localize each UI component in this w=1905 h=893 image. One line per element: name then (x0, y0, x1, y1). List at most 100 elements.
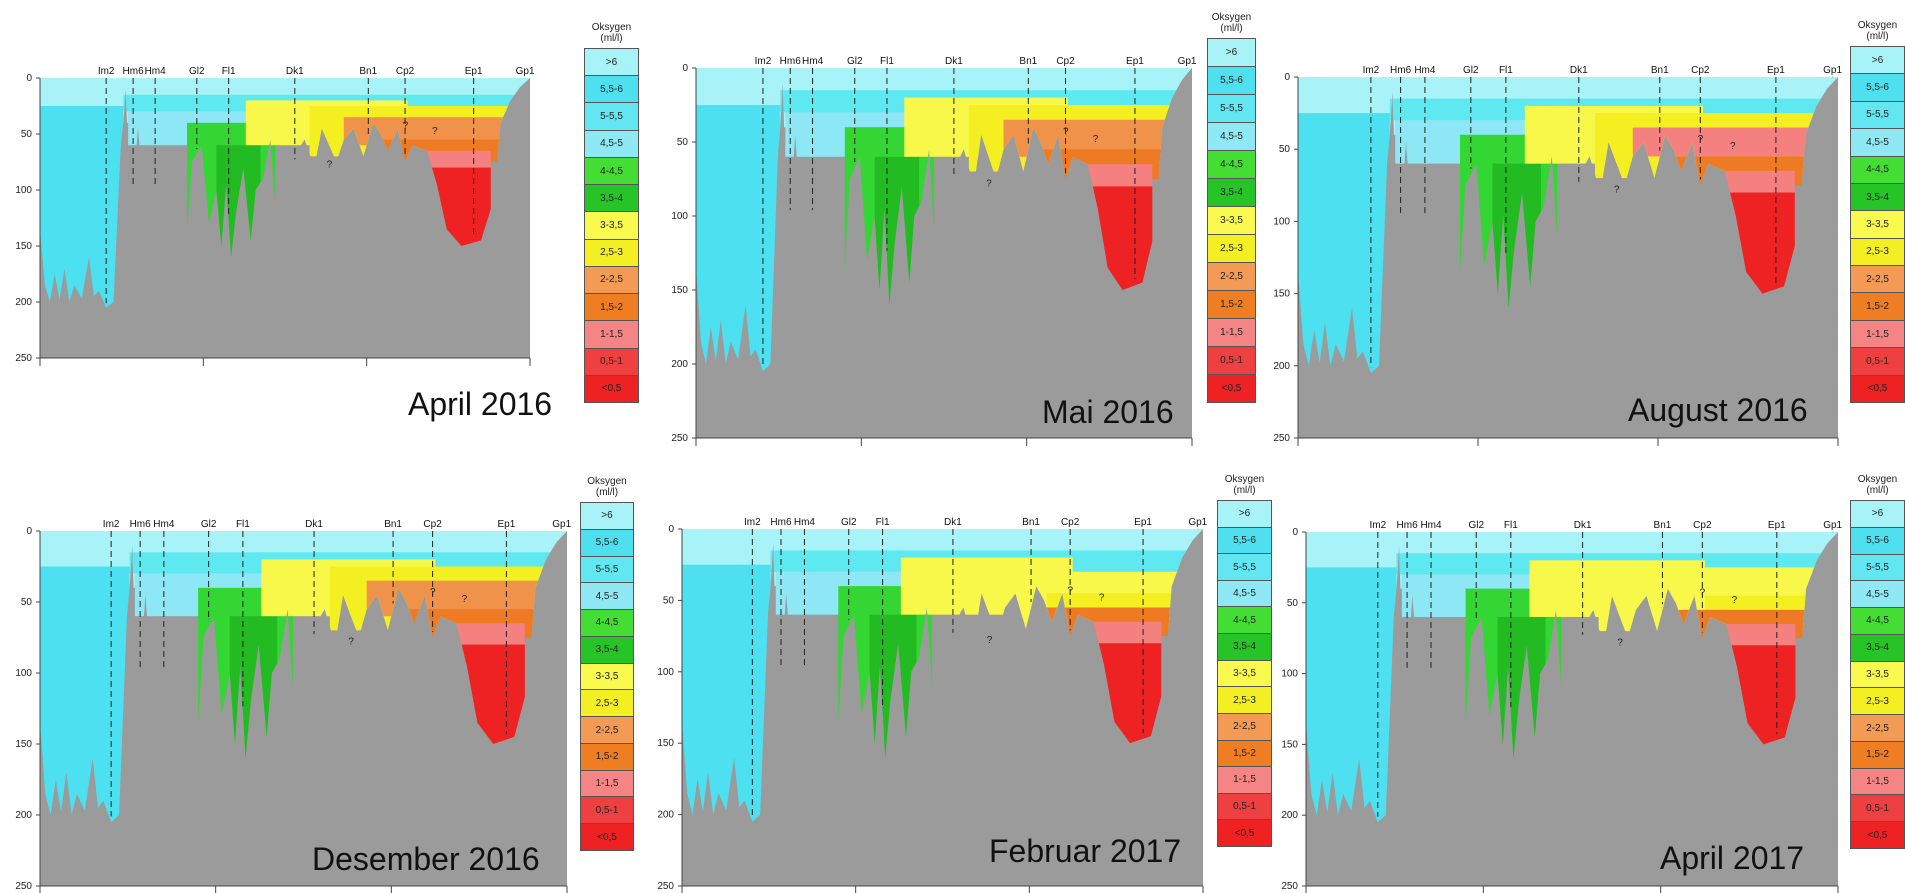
legend-item: 0,5-1 (584, 347, 639, 376)
station-label: Gl2 (847, 56, 863, 67)
legend-item: 1,5-2 (584, 293, 639, 322)
legend-title: Oksygen (591, 22, 632, 33)
legend-item: 5-5,5 (1850, 553, 1905, 582)
station-label: Dk1 (1574, 520, 1592, 531)
station-label: Bn1 (1022, 517, 1040, 528)
station-label: Gp1 (1178, 56, 1197, 67)
depth-tick-label: 250 (15, 881, 32, 892)
depth-tick-label: 50 (663, 595, 675, 606)
legend-title: Oksygen (1224, 474, 1265, 485)
legend-item: 0,5-1 (580, 796, 634, 825)
depth-tick-label: 50 (21, 129, 33, 140)
legend-item: 1-1,5 (1850, 319, 1905, 349)
uncertain-mark: ? (1099, 592, 1105, 603)
panel-april-2016: 0 50 100 150 200 250 Im2 Hm6 Hm4 Gl2 Fl1 Dk1 Bn1 Cp2 E… (0, 0, 639, 445)
oxygen-legend: Oksygen (ml/l) >6 5,5-6 5-5,5 4,5-5 4-4,5 3,5-4… (1207, 12, 1256, 403)
section-plot: 0 50 100 150 200 250 Im2 Hm6 Hm4 Gl2 Fl1 Dk1 Bn1 Cp2 E… (671, 56, 1197, 446)
legend-unit: (ml/l) (595, 487, 619, 498)
station-label: Hm6 (780, 56, 802, 67)
station-label: Hm4 (794, 517, 816, 528)
station-label: Gl2 (841, 517, 857, 528)
panel-title: Mai 2016 (1042, 394, 1174, 430)
legend-item: <0,5 (1217, 819, 1272, 847)
station-label: Cp2 (1061, 517, 1080, 528)
panel-title: April 2016 (408, 386, 553, 422)
depth-tick-label: 0 (26, 526, 32, 537)
section-plot: 0 50 100 150 200 250 Im2 Hm6 Hm4 Gl2 Fl1 Dk1 Bn1 Cp2 E… (1273, 65, 1842, 446)
station-label: Cp2 (423, 519, 442, 530)
station-label: Fl1 (880, 56, 894, 67)
oxygen-legend: Oksygen (ml/l) >6 5,5-6 5-5,5 4,5-5 4-4,5 3,5-4… (1217, 474, 1272, 847)
station-label: Hm4 (153, 519, 175, 530)
depth-tick-label: 200 (1281, 810, 1298, 821)
oxygen-layer (1298, 113, 1390, 374)
legend-item: 5,5-6 (1850, 526, 1905, 555)
station-label: Fl1 (1499, 65, 1513, 76)
legend-title: Oksygen (1857, 474, 1898, 485)
oxygen-layer (40, 106, 124, 308)
station-label: Hm4 (1420, 520, 1442, 531)
panel-title: Februar 2017 (989, 833, 1182, 869)
depth-tick-label: 100 (1273, 216, 1290, 227)
station-label: Dk1 (944, 517, 962, 528)
oxygen-layer (40, 566, 130, 823)
oxygen-layer (696, 105, 781, 372)
station-label: Im2 (755, 56, 772, 67)
station-label: Gp1 (1188, 517, 1207, 528)
legend-item: 1-1,5 (1217, 766, 1272, 794)
legend-item: 1-1,5 (1850, 767, 1905, 796)
panel-title: Desember 2016 (312, 841, 540, 877)
station-label: Dk1 (945, 56, 963, 67)
legend-item: 4,5-5 (1850, 580, 1905, 609)
depth-tick-label: 250 (15, 353, 32, 364)
legend-item: 4,5-5 (1207, 122, 1256, 151)
station-label: Gl2 (189, 66, 205, 77)
depth-tick-label: 100 (15, 668, 32, 679)
station-label: Hm6 (123, 66, 145, 77)
station-label: Gl2 (1468, 520, 1484, 531)
legend-item: 3,5-4 (1217, 633, 1272, 661)
legend-item: 2-2,5 (580, 716, 634, 744)
station-label: Cp2 (1693, 520, 1712, 531)
station-label: Dk1 (286, 66, 304, 77)
legend-item: <0,5 (1850, 821, 1905, 849)
uncertain-mark: ? (1617, 637, 1623, 648)
legend-item: <0,5 (1850, 374, 1905, 403)
legend-item: <0,5 (584, 374, 639, 403)
legend-title: Oksygen (1211, 12, 1252, 23)
depth-tick-label: 50 (1287, 598, 1299, 609)
depth-tick-label: 0 (1292, 527, 1298, 538)
uncertain-mark: ? (1614, 185, 1620, 196)
depth-tick-label: 100 (1281, 669, 1298, 680)
uncertain-mark: ? (462, 594, 468, 605)
panel-title: April 2017 (1660, 840, 1805, 876)
station-label: Gp1 (1823, 520, 1842, 531)
legend-unit: (ml/l) (1866, 485, 1889, 496)
station-label: Gp1 (516, 66, 535, 77)
legend-item: 1-1,5 (1207, 318, 1256, 347)
legend-unit: (ml/l) (1220, 23, 1243, 34)
depth-tick-label: 200 (657, 810, 674, 821)
oxygen-layer (1306, 567, 1397, 823)
uncertain-mark: ? (987, 635, 993, 646)
depth-tick-label: 150 (1281, 739, 1298, 750)
legend-item: 4-4,5 (1850, 607, 1905, 635)
station-label: Cp2 (1056, 56, 1075, 67)
legend-item: 2,5-3 (1207, 234, 1256, 263)
station-label: Im2 (744, 517, 761, 528)
station-label: Gl2 (1463, 65, 1479, 76)
legend-item: <0,5 (1207, 374, 1256, 403)
legend-item: 2,5-3 (1850, 687, 1905, 716)
legend-item: 5-5,5 (584, 102, 639, 131)
station-label: Cp2 (1691, 65, 1710, 76)
station-label: Cp2 (396, 66, 415, 77)
legend-item: 0,5-1 (1850, 794, 1905, 823)
depth-tick-label: 50 (677, 137, 689, 148)
depth-tick-label: 150 (15, 241, 32, 252)
legend-item: >6 (1217, 500, 1272, 528)
uncertain-mark: ? (1700, 588, 1706, 599)
legend-item: 4-4,5 (1207, 150, 1256, 179)
legend-item: 0,5-1 (1207, 346, 1256, 375)
legend-item: 4,5-5 (580, 582, 634, 611)
